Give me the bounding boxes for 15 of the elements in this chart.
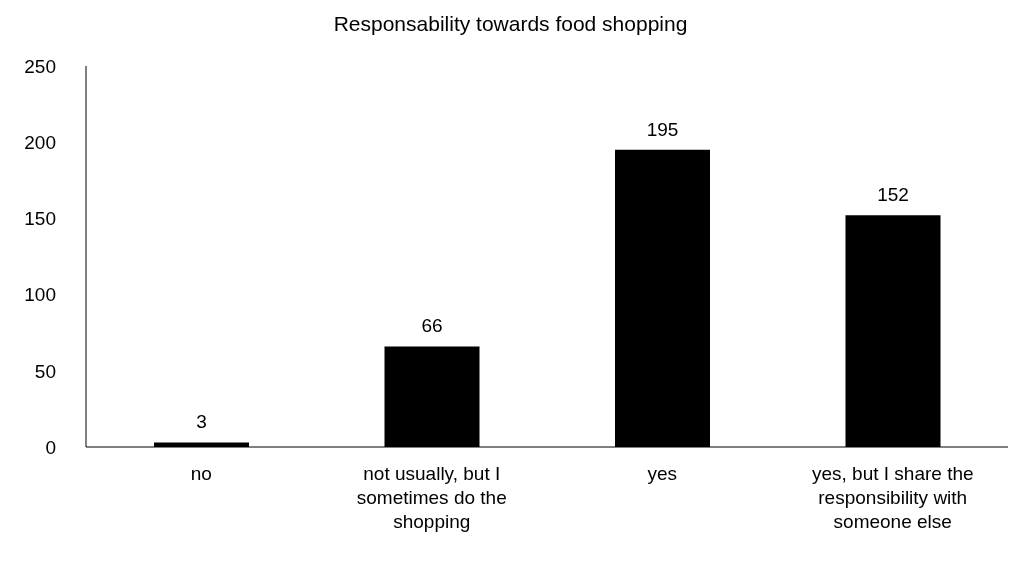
x-tick-label: not usually, but I sometimes do the shopping [356, 463, 507, 532]
y-tick-label: 150 [24, 208, 56, 230]
y-tick-label: 0 [45, 436, 56, 458]
y-tick-label: 200 [24, 131, 56, 153]
chart-title: Responsability towards food shopping [332, 12, 689, 37]
data-label: 66 [421, 315, 443, 337]
y-tick-label: 100 [24, 284, 56, 306]
data-label: 3 [196, 411, 207, 433]
data-label: 195 [646, 118, 679, 140]
y-tick-label: 250 [24, 55, 56, 77]
x-tick-label: yes [647, 463, 678, 485]
y-tick-label: 50 [34, 360, 56, 382]
data-label: 152 [877, 184, 909, 206]
x-tick-label: yes, but I share the responsibility with someone else [811, 463, 974, 532]
x-tick-label: no [190, 463, 212, 485]
